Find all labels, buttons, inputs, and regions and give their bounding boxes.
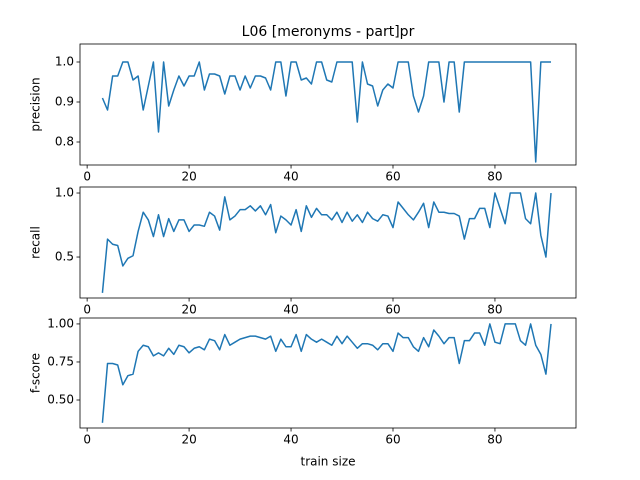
data-line [101, 323, 552, 423]
y-tick-label: 0.8 [55, 135, 74, 149]
y-tick-label: 0.9 [55, 95, 74, 109]
x-tick-label: 80 [487, 303, 502, 317]
x-tick-label: 0 [83, 170, 91, 184]
y-tick-label: 1.00 [47, 316, 74, 330]
x-tick-label: 80 [487, 433, 502, 447]
chart-title: L06 [meronyms - part]pr [242, 24, 415, 40]
data-line [101, 192, 552, 293]
x-tick-label: 0 [83, 303, 91, 317]
x-tick-label: 60 [385, 170, 400, 184]
x-tick-label: 0 [83, 433, 91, 447]
data-line [101, 61, 552, 163]
y-tick-label: 0.50 [47, 393, 74, 407]
x-tick-label: 60 [385, 433, 400, 447]
y-tick-label: 1.0 [55, 55, 74, 69]
y-tick-label: 1.0 [55, 186, 74, 200]
x-tick-label: 40 [283, 433, 298, 447]
axes-frame [79, 43, 577, 166]
x-tick-label: 20 [181, 170, 196, 184]
x-tick-label: 20 [181, 303, 196, 317]
x-tick-label: 60 [385, 303, 400, 317]
y-axis-label: precision [29, 77, 43, 131]
x-tick-label: 20 [181, 433, 196, 447]
axes-frame [79, 186, 577, 299]
x-tick-label: 40 [283, 303, 298, 317]
y-tick-label: 0.5 [55, 250, 74, 264]
x-tick-label: 80 [487, 170, 502, 184]
y-tick-label: 0.75 [47, 354, 74, 368]
y-axis-label: f-score [29, 353, 43, 393]
axes-frame [79, 317, 577, 429]
x-tick-label: 40 [283, 170, 298, 184]
x-axis-label: train size [300, 455, 355, 469]
y-axis-label: recall [29, 226, 43, 259]
